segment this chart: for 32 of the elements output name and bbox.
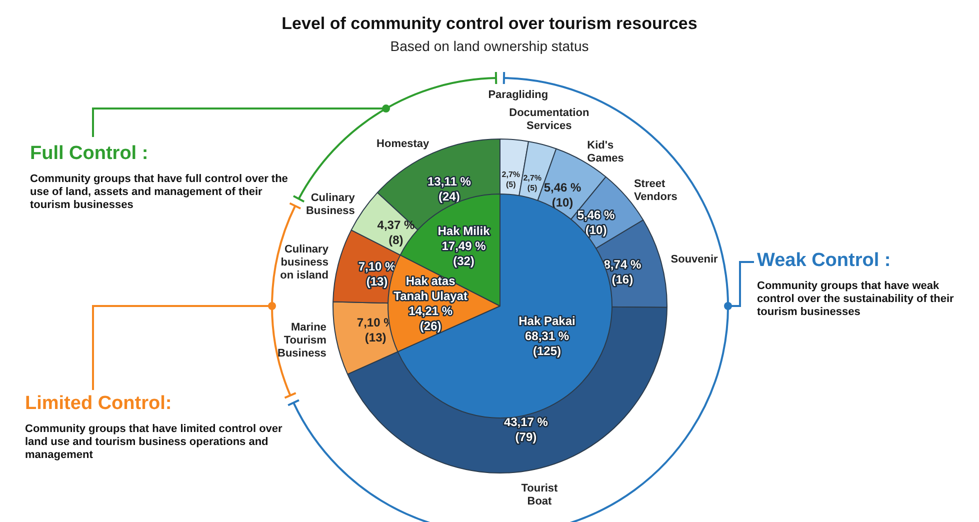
- data-label: 14,21 % (26): [408, 304, 453, 334]
- slice-label: Kid's Games: [587, 139, 624, 164]
- text: Full Control :: [30, 143, 148, 165]
- slice-label: Tourist Boat: [521, 482, 558, 508]
- data-label: 5,46 % (10): [544, 180, 582, 210]
- data-label: 2,7% (5): [502, 170, 520, 189]
- data-label: 13,11 % (24): [427, 174, 472, 204]
- data-label: 43,17 % (79): [504, 415, 548, 444]
- data-label: 5,46 % (10): [577, 208, 616, 237]
- data-label: 4,37 % (8): [377, 218, 415, 248]
- text: Community groups that have limited control over land use and tourism business operations and management: [25, 423, 284, 462]
- data-label: 2,7% (5): [523, 173, 542, 192]
- data-label: 8,74 % (16): [604, 257, 642, 286]
- text: Limited Control:: [25, 393, 172, 415]
- slice-label: Homestay: [376, 138, 430, 150]
- slice-label: Culinary business on island: [280, 243, 330, 282]
- data-label: 17,49 % (32): [442, 239, 486, 268]
- slice-label: Paragliding: [488, 88, 548, 101]
- slice-label: Marine Tourism Business: [278, 322, 327, 360]
- slice-label: Hak Milik: [438, 224, 490, 238]
- chart-title: Level of community control over tourism resources: [280, 14, 698, 34]
- data-label: 68,31 % (125): [524, 328, 570, 358]
- slice-label: Hak Pakai: [518, 314, 576, 328]
- chart-subtitle: Based on land ownership status: [389, 38, 590, 54]
- text: Community groups that have full control over the use of land, assets and management of their tourism businesses: [30, 173, 289, 212]
- slice-label: Street Vendors: [634, 178, 678, 203]
- slice-label: Hak atas Tanah Ulayat: [394, 274, 468, 304]
- text: Weak Control :: [757, 250, 891, 272]
- slice-label: Culinary Business: [306, 192, 356, 218]
- slice-label: Documentation Services: [509, 106, 590, 132]
- slice-label: Souvenir: [670, 253, 719, 266]
- text: Community groups that have weak control over the sustainability of their tourism businesses: [757, 280, 955, 319]
